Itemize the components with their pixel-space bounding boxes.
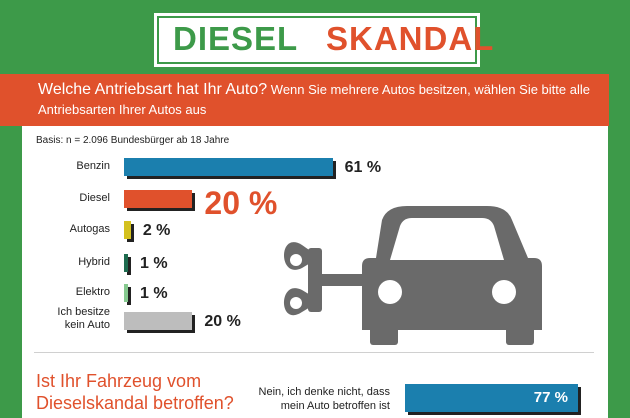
- value-label: 1 %: [140, 255, 168, 272]
- wind-up-key: [284, 242, 362, 316]
- category-label: Benzin: [76, 160, 110, 172]
- bar: [124, 312, 193, 330]
- value-label: 20 %: [204, 185, 278, 221]
- value-label: 2 %: [142, 222, 171, 239]
- question2-value-label: 77 %: [533, 389, 568, 406]
- value-label: 61 %: [344, 159, 382, 176]
- question2-text: Ist Ihr Fahrzeug vom Dieselskandal betro…: [36, 371, 234, 413]
- wind-up-car-icon: [284, 206, 542, 345]
- question-main: Welche Antriebsart hat Ihr Auto?: [38, 81, 268, 98]
- basis-note: Basis: n = 2.096 Bundesbürger ab 18 Jahr…: [36, 135, 230, 146]
- bar: [124, 190, 193, 208]
- bar: [124, 158, 333, 176]
- car-body: [362, 206, 542, 345]
- category-label: Ich besitze kein Auto: [57, 306, 110, 331]
- question-banner: Welche Antriebsart hat Ihr Auto? Wenn Si…: [0, 74, 609, 126]
- section-divider: [34, 352, 594, 353]
- bar: [124, 221, 131, 239]
- title-part-diesel: DIESEL: [173, 20, 299, 57]
- question-text: Welche Antriebsart hat Ihr Auto? Wenn Si…: [38, 80, 603, 120]
- title-banner: DIESEL SKANDAL: [157, 16, 493, 64]
- category-label: Hybrid: [78, 256, 110, 268]
- question2-bar: 77 %: [405, 384, 578, 412]
- category-label: Autogas: [69, 223, 110, 235]
- bar: [124, 254, 128, 272]
- value-label: 1 %: [140, 285, 168, 302]
- category-label: Diesel: [79, 192, 110, 204]
- title-part-skandal: SKANDAL: [326, 20, 495, 57]
- value-label: 20 %: [204, 313, 241, 330]
- question-sub: Wenn Sie mehrere Autos besitzen, wählen …: [38, 82, 590, 117]
- question2-answer: Nein, ich denke nicht, dass mein Auto be…: [258, 386, 390, 412]
- category-label: Elektro: [75, 286, 110, 298]
- bar: [124, 284, 128, 302]
